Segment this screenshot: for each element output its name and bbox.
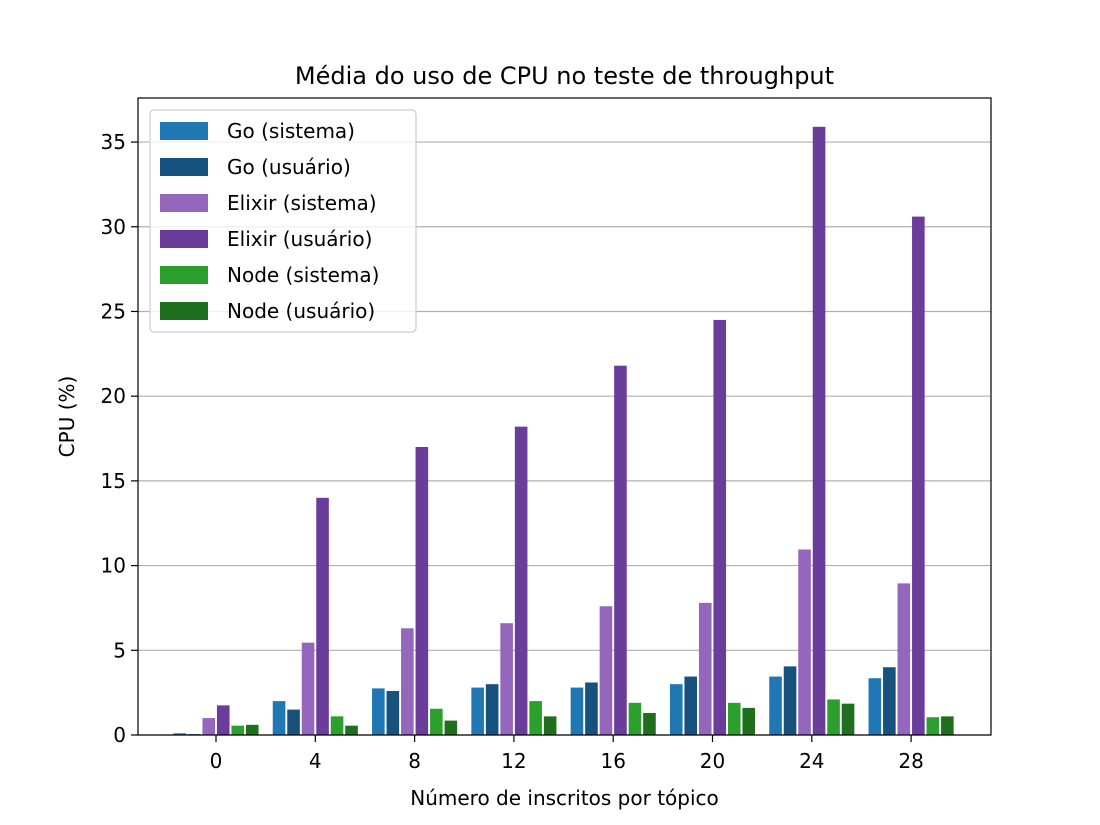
bars [173, 126, 954, 735]
legend-swatch [160, 122, 208, 140]
bar [769, 676, 782, 735]
x-tick-label: 8 [408, 749, 421, 773]
x-tick-label: 4 [309, 749, 322, 773]
x-tick-label: 0 [210, 749, 223, 773]
bar [570, 687, 584, 735]
bar [401, 628, 414, 735]
bar [897, 583, 911, 735]
legend-label: Go (sistema) [227, 119, 355, 143]
bar [798, 549, 811, 735]
bar [912, 216, 925, 735]
bar [883, 667, 896, 735]
bar [628, 702, 642, 735]
x-axis-ticks: 0 4 8 12 16 20 24 28 [210, 735, 924, 773]
bar [841, 703, 855, 735]
bar [599, 606, 613, 735]
y-tick-label: 30 [101, 215, 126, 239]
bar [415, 446, 429, 735]
y-tick-label: 35 [101, 130, 126, 154]
bar [669, 684, 683, 735]
y-axis-title: CPU (%) [55, 376, 79, 458]
bar [471, 687, 484, 735]
legend: Go (sistema) Go (usuário) Elixir (sistema)… [149, 109, 417, 333]
bar [684, 676, 698, 735]
y-tick-label: 15 [101, 469, 126, 493]
bar [812, 126, 826, 735]
plot-area-frame [137, 97, 992, 736]
x-tick-label: 20 [700, 749, 725, 773]
bar [543, 716, 557, 735]
bar [500, 623, 513, 735]
bar [783, 666, 797, 735]
legend-label: Go (usuário) [227, 155, 351, 179]
x-tick-label: 28 [898, 749, 923, 773]
y-tick-label: 10 [101, 554, 126, 578]
bar [444, 720, 458, 735]
y-tick-label: 5 [113, 638, 126, 662]
y-axis-ticks: 0 5 10 15 20 25 30 35 [101, 130, 138, 747]
bar [430, 708, 443, 735]
bar [941, 716, 954, 735]
bar [643, 712, 656, 735]
x-tick-label: 12 [501, 749, 526, 773]
bar [287, 709, 300, 735]
bar [330, 716, 344, 735]
bar [585, 682, 598, 735]
legend-swatch [160, 230, 208, 248]
bar [173, 733, 187, 735]
x-axis-title: Número de inscritos por tópico [410, 786, 719, 810]
legend-swatch [160, 158, 208, 176]
legend-label: Node (sistema) [227, 263, 379, 287]
bar [614, 365, 627, 735]
bar [316, 497, 329, 735]
bar [926, 717, 940, 735]
bar [301, 642, 315, 735]
bar [272, 701, 286, 735]
x-tick-label: 24 [799, 749, 824, 773]
bar [386, 690, 400, 735]
bar [868, 678, 882, 735]
bar [529, 701, 542, 735]
legend-label: Elixir (sistema) [227, 191, 377, 215]
legend-swatch [160, 266, 208, 284]
bar [742, 707, 756, 735]
bar [713, 319, 727, 735]
bar [216, 705, 230, 735]
bar [514, 426, 528, 735]
y-tick-label: 25 [101, 299, 126, 323]
bar [727, 702, 741, 735]
legend-frame [149, 109, 417, 333]
bar [372, 688, 385, 735]
bar [345, 725, 358, 735]
legend-swatch [160, 194, 208, 212]
bar [202, 718, 216, 735]
bar [245, 724, 259, 735]
y-tick-label: 0 [113, 723, 126, 747]
bar [231, 725, 245, 735]
legend-label: Elixir (usuário) [227, 227, 372, 251]
bar [827, 699, 840, 735]
x-tick-label: 16 [600, 749, 625, 773]
bar [698, 602, 712, 735]
bar [485, 684, 499, 735]
y-tick-label: 20 [101, 384, 126, 408]
chart-title: Média do uso de CPU no teste de throughp… [295, 62, 834, 90]
legend-swatch [160, 302, 208, 320]
legend-label: Node (usuário) [227, 299, 375, 323]
